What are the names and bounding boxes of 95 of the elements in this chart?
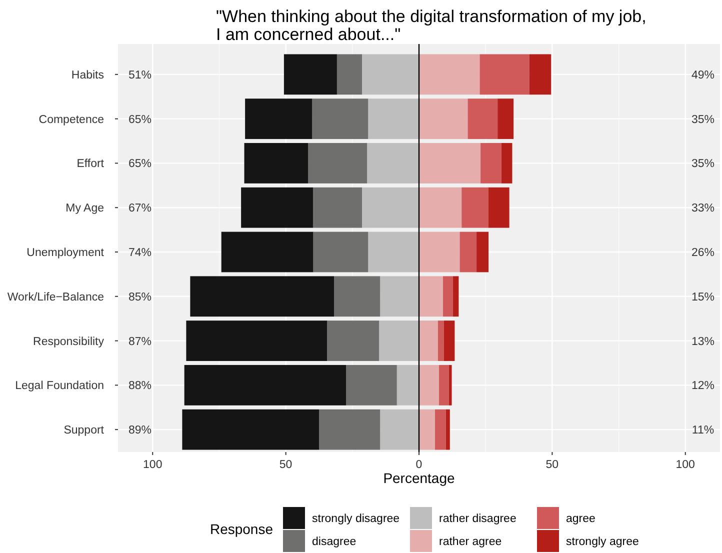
annotation: 85% (128, 291, 152, 304)
y-tick-label: Responsibility (33, 336, 104, 348)
y-tick-label: Competence (38, 114, 104, 126)
bar (241, 187, 313, 228)
annotation: 65% (128, 158, 152, 170)
bar (438, 364, 449, 406)
x-axis-title: Percentage (383, 470, 456, 486)
bar (319, 409, 380, 450)
y-tick-label: Legal Foundation (15, 380, 104, 392)
y-tick-label: Effort (76, 158, 105, 170)
legend-title: Response (210, 521, 274, 537)
chart-title: "When thinking about the digital transformation of my job, I am concerned about..." (216, 7, 646, 44)
bar (221, 232, 314, 272)
x-tick-label: 0 (416, 459, 422, 471)
bar (312, 187, 362, 228)
x-tick-label: 100 (143, 459, 162, 471)
annotation: 26% (691, 247, 715, 260)
y-tick-label: Habits (71, 69, 104, 82)
legend-label: strongly disagree (312, 513, 400, 526)
bar (419, 409, 435, 450)
annotation: 33% (691, 202, 715, 215)
y-tick-label: Unemployment (26, 247, 105, 260)
bar (368, 98, 419, 140)
bar (368, 232, 419, 272)
bar (308, 143, 368, 184)
bar (312, 98, 368, 140)
legend-label: rather disagree (439, 513, 516, 526)
legend-label: rather agree (439, 536, 502, 548)
annotation: 35% (691, 114, 715, 126)
legend-label: disagree (312, 536, 356, 548)
bar (448, 364, 452, 406)
y-tick-label: My Age (66, 202, 104, 215)
bar (362, 187, 419, 228)
bar (419, 232, 460, 272)
annotation: 88% (128, 380, 152, 392)
annotation: 11% (692, 424, 714, 437)
bar (313, 232, 368, 272)
bar (498, 98, 514, 140)
bar (334, 276, 380, 317)
annotation: 15% (691, 291, 715, 304)
bar (244, 143, 308, 184)
annotation: 13% (691, 336, 715, 348)
y-tick-label: Support (64, 424, 105, 437)
annotation: 51% (128, 69, 152, 82)
bar (284, 54, 337, 95)
bar (480, 54, 530, 95)
bar (327, 320, 380, 361)
bar (184, 364, 346, 406)
annotation: 35% (691, 158, 715, 170)
bar (419, 320, 438, 361)
bar (434, 409, 446, 450)
bar (501, 143, 512, 184)
bar (245, 98, 312, 140)
bar (529, 54, 552, 95)
bar (488, 187, 510, 228)
annotation: 87% (128, 336, 152, 348)
bar (446, 409, 450, 450)
bar (442, 276, 453, 317)
annotation: 12% (691, 380, 715, 392)
bar (190, 276, 334, 317)
bar (182, 409, 320, 450)
bar (468, 98, 498, 140)
legend-label: agree (566, 513, 596, 526)
bar (462, 187, 488, 228)
bar (419, 364, 439, 406)
bar (460, 232, 477, 272)
bar (419, 54, 480, 95)
bar (336, 54, 362, 95)
bar (419, 187, 462, 228)
bar (346, 364, 397, 406)
bar (419, 143, 481, 184)
legend-label: strongly agree (566, 536, 639, 548)
bar (438, 320, 444, 361)
bar (452, 276, 459, 317)
y-tick-label: Work/Life−Balance (7, 291, 104, 304)
x-tick-label: 50 (546, 459, 559, 471)
x-tick-label: 50 (279, 459, 292, 471)
annotation: 89% (128, 424, 152, 437)
x-tick-label: 100 (676, 459, 695, 471)
bar (396, 364, 419, 406)
annotation: 65% (128, 114, 152, 126)
bar (380, 409, 419, 450)
annotation: 67% (128, 202, 152, 215)
bar (444, 320, 455, 361)
bar (379, 320, 419, 361)
annotation: 49% (691, 69, 715, 82)
annotation: 74% (128, 247, 152, 260)
bar (480, 143, 502, 184)
bar (186, 320, 328, 361)
bar (419, 276, 443, 317)
bar (476, 232, 489, 272)
bar (380, 276, 419, 317)
bar (362, 54, 419, 95)
bar (419, 98, 468, 140)
bar (367, 143, 419, 184)
